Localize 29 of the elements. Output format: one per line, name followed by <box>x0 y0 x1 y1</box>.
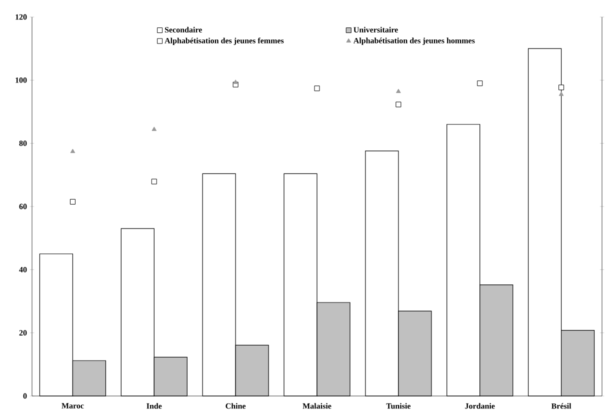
point <box>70 199 76 205</box>
legend-label: Universitaire <box>354 26 398 33</box>
point <box>558 92 564 96</box>
x-tick-label: Malaisie <box>302 403 332 409</box>
x-tick-label: Chine <box>226 403 246 409</box>
y-tick-label: 80 <box>19 140 27 146</box>
x-tick-label: Tunisie <box>386 403 411 409</box>
point <box>151 178 157 184</box>
x-tick-label: Maroc <box>62 403 84 408</box>
x-tick-label: Brésil <box>551 403 572 409</box>
legend-label: Alphabétisation des jeunes hommes <box>353 38 475 45</box>
y-tick-label: 40 <box>19 266 27 272</box>
point <box>558 84 564 90</box>
point <box>477 80 483 86</box>
x-tick-label: Inde <box>146 403 162 409</box>
legend-label: Secondaire <box>164 26 202 33</box>
point <box>314 86 320 92</box>
y-tick-label: 20 <box>19 330 27 336</box>
point <box>70 148 76 154</box>
y-tick-label: 0 <box>23 393 27 399</box>
y-tick-label: 60 <box>19 204 27 210</box>
y-tick-label: 120 <box>16 14 27 20</box>
y-tick-label: 100 <box>16 77 27 83</box>
point <box>152 126 157 131</box>
point <box>233 80 238 84</box>
point <box>396 102 402 108</box>
point <box>396 88 401 94</box>
legend-label: Alphabétisation des jeunes femmes <box>164 38 284 45</box>
x-tick-label: Jordanie <box>465 403 495 409</box>
